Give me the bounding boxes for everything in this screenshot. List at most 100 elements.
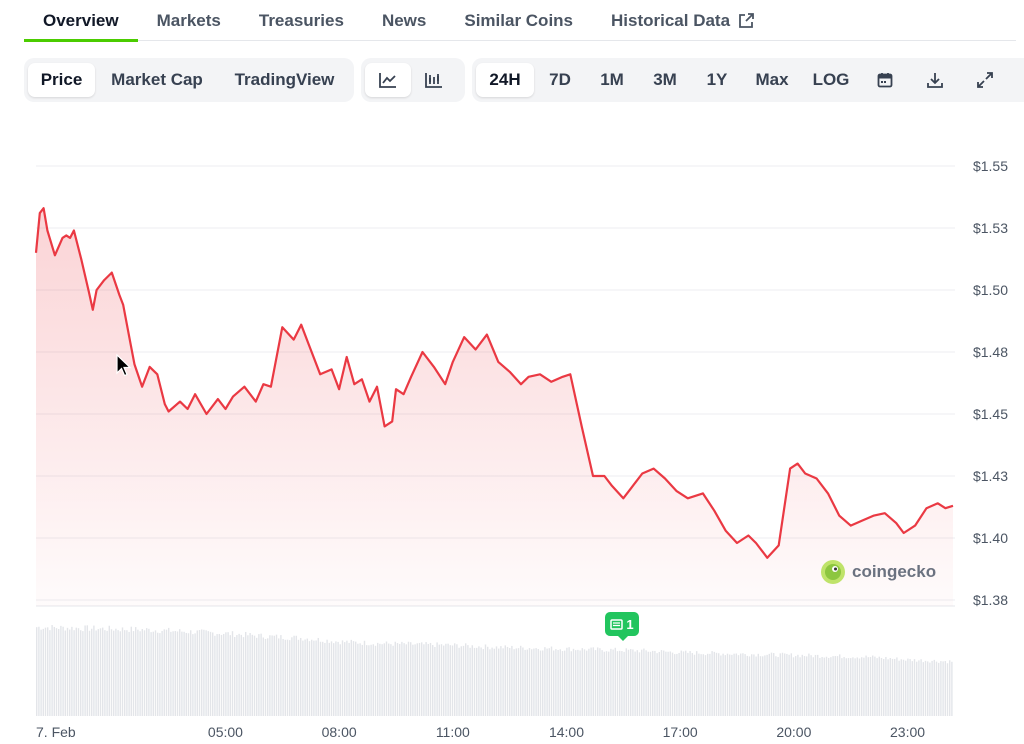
volume-bar bbox=[856, 657, 858, 716]
volume-bar bbox=[121, 627, 124, 716]
range-24h[interactable]: 24H bbox=[476, 63, 534, 97]
download-button[interactable] bbox=[910, 63, 960, 97]
volume-bar bbox=[247, 635, 249, 716]
volume-bar bbox=[139, 631, 141, 716]
volume-bar bbox=[44, 627, 47, 716]
volume-bar bbox=[764, 655, 766, 716]
price-chart-svg[interactable] bbox=[0, 110, 1024, 744]
volume-bar bbox=[522, 647, 524, 716]
range-1y[interactable]: 1Y bbox=[706, 70, 728, 89]
volume-bar bbox=[414, 644, 416, 716]
calendar-button[interactable] bbox=[860, 63, 910, 97]
volume-bar bbox=[198, 629, 201, 716]
volume-bar bbox=[399, 643, 401, 716]
log-toggle[interactable]: LOG bbox=[812, 70, 850, 89]
volume-bar bbox=[84, 625, 86, 716]
volume-bar bbox=[337, 641, 339, 716]
volume-bar bbox=[852, 657, 854, 716]
volume-bar bbox=[700, 654, 702, 716]
volume-bar bbox=[896, 657, 898, 716]
tradingview-tab[interactable]: TradingView bbox=[234, 70, 335, 89]
volume-bar bbox=[137, 629, 139, 716]
volume-bar bbox=[350, 639, 352, 716]
volume-bar bbox=[348, 642, 350, 716]
volume-bar bbox=[577, 649, 579, 716]
tab-historical-data[interactable]: Historical Data bbox=[592, 0, 774, 41]
volume-bar bbox=[212, 632, 214, 716]
volume-bar bbox=[539, 650, 542, 716]
volume-bar bbox=[284, 639, 286, 716]
volume-bar bbox=[293, 635, 295, 716]
volume-bar bbox=[597, 647, 599, 716]
expand-icon bbox=[977, 72, 993, 88]
volume-bar bbox=[432, 645, 434, 716]
volume-bar bbox=[390, 644, 392, 716]
volume-bar bbox=[357, 643, 359, 716]
volume-bar bbox=[372, 644, 374, 716]
volume-bar bbox=[744, 654, 746, 716]
range-1m[interactable]: 1M bbox=[600, 70, 624, 89]
volume-bar bbox=[861, 657, 863, 716]
candlestick-chart-button[interactable] bbox=[411, 63, 457, 97]
volume-bar bbox=[726, 653, 729, 716]
volume-bar bbox=[773, 653, 775, 716]
price-chart[interactable]: $1.55 $1.53 $1.50 $1.48 $1.45 $1.43 $1.40 $1.38… bbox=[0, 110, 1024, 744]
volume-bar bbox=[102, 627, 104, 716]
volume-bar bbox=[909, 659, 911, 716]
volume-bar bbox=[275, 634, 278, 716]
y-tick-label: $1.40 bbox=[972, 530, 1008, 546]
volume-bar bbox=[229, 635, 231, 716]
tab-overview[interactable]: Overview bbox=[24, 0, 138, 42]
price-tab[interactable]: Price bbox=[28, 63, 95, 97]
volume-bar bbox=[467, 645, 469, 716]
volume-bar bbox=[951, 661, 953, 716]
volume-bar bbox=[273, 635, 275, 716]
range-3m[interactable]: 3M bbox=[653, 70, 677, 89]
top-nav: Overview Markets Treasuries News Similar Coi… bbox=[24, 0, 1016, 42]
volume-bar bbox=[564, 650, 566, 716]
volume-bar bbox=[876, 658, 878, 716]
tab-news[interactable]: News bbox=[363, 0, 445, 41]
news-marker[interactable]: 1 bbox=[605, 612, 639, 641]
volume-bar bbox=[62, 626, 64, 716]
volume-bar bbox=[163, 629, 165, 716]
volume-bar bbox=[154, 630, 157, 716]
line-chart-button[interactable] bbox=[365, 63, 411, 97]
tab-similar-coins[interactable]: Similar Coins bbox=[445, 0, 592, 41]
volume-bar bbox=[641, 649, 643, 716]
volume-bar bbox=[278, 638, 280, 716]
volume-bar bbox=[768, 653, 770, 716]
volume-bar bbox=[49, 630, 51, 716]
volume-bar bbox=[170, 631, 172, 716]
x-tick-label: 7. Feb bbox=[36, 724, 76, 740]
expand-button[interactable] bbox=[960, 63, 1010, 97]
volume-bar bbox=[786, 653, 788, 716]
volume-bar bbox=[379, 643, 381, 716]
volume-bar bbox=[69, 629, 71, 716]
range-max[interactable]: Max bbox=[755, 70, 789, 89]
volume-bar bbox=[894, 658, 896, 716]
range-group: 24H 7D 1M 3M 1Y Max LOG bbox=[472, 58, 1024, 102]
volume-bar bbox=[330, 641, 333, 716]
volume-bar bbox=[225, 632, 227, 716]
volume-bar bbox=[449, 645, 451, 716]
market-cap-tab[interactable]: Market Cap bbox=[111, 70, 203, 89]
volume-bar bbox=[513, 649, 515, 716]
tab-markets[interactable]: Markets bbox=[138, 0, 240, 41]
volume-bar bbox=[612, 649, 614, 716]
tab-label: Treasuries bbox=[258, 10, 344, 30]
volume-bar bbox=[333, 643, 335, 716]
volume-bar bbox=[927, 661, 929, 716]
volume-bar bbox=[616, 651, 619, 716]
tab-treasuries[interactable]: Treasuries bbox=[240, 0, 363, 41]
volume-bar bbox=[792, 657, 795, 716]
range-7d[interactable]: 7D bbox=[549, 70, 571, 89]
volume-bar bbox=[271, 635, 273, 716]
volume-bar bbox=[781, 652, 784, 716]
volume-bar bbox=[865, 655, 867, 716]
volume-bar bbox=[421, 642, 423, 716]
volume-bar bbox=[610, 648, 612, 716]
volume-bar bbox=[469, 647, 471, 716]
volume-bar bbox=[249, 632, 251, 716]
volume-bar bbox=[867, 657, 869, 716]
